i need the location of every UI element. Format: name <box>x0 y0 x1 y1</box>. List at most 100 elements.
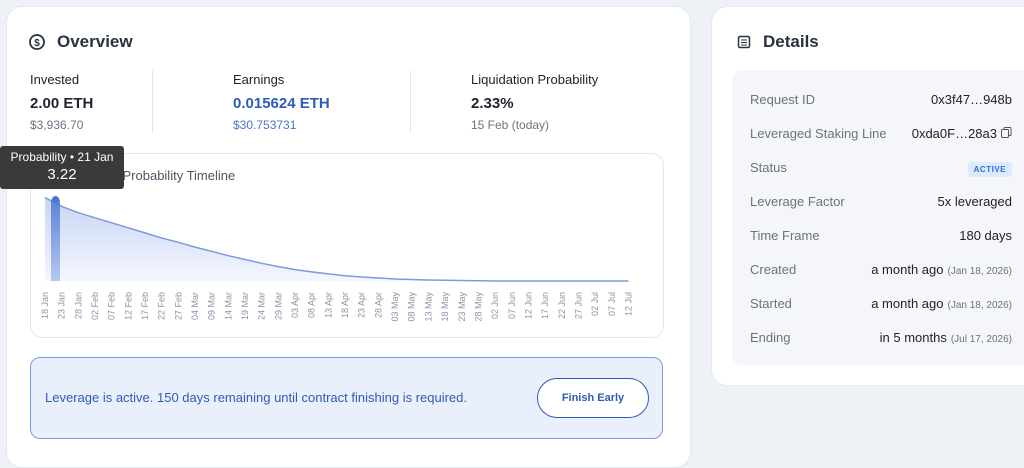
x-tick-label: 07 Feb <box>107 292 117 320</box>
x-tick-label: 19 Mar <box>240 292 250 320</box>
x-tick-label: 02 Jul <box>590 292 600 316</box>
finish-early-button[interactable]: Finish Early <box>537 378 649 418</box>
detail-label: Created <box>750 262 797 277</box>
detail-value: a month ago (Jan 18, 2026) <box>871 296 1012 311</box>
stat-value: 2.33% <box>471 95 514 112</box>
x-tick-label: 12 Jun <box>523 292 533 319</box>
value-text: 0xda0F…28a3 <box>911 126 997 141</box>
x-tick-label: 08 Apr <box>307 292 317 318</box>
detail-value: ACTIVE <box>967 160 1012 177</box>
tooltip-label: Probability • 21 Jan <box>10 150 114 164</box>
detail-row: Leverage Factor 5x leveraged <box>732 192 1024 212</box>
highlight-point <box>52 196 59 204</box>
detail-row: Leveraged Staking Line 0xda0F…28a3 <box>732 124 1024 144</box>
svg-text:$: $ <box>34 38 40 49</box>
x-tick-label: 22 Feb <box>157 292 167 320</box>
detail-row: Status ACTIVE <box>732 158 1024 178</box>
details-icon <box>737 35 751 49</box>
value-note: (Jul 17, 2026) <box>950 334 1012 345</box>
x-tick-label: 23 May <box>457 292 467 322</box>
line <box>44 196 629 282</box>
tooltip: Probability • 21 Jan 3.22 <box>0 146 124 189</box>
area-fill <box>45 197 629 281</box>
x-tick-label: 29 Mar <box>273 292 283 320</box>
banner-text: Leverage is active. 150 days remaining u… <box>45 390 468 405</box>
x-tick-label: 28 Apr <box>373 292 383 318</box>
stat-value: 0.015624 ETH <box>233 95 330 112</box>
highlight-bar <box>51 199 60 281</box>
x-tick-label: 07 Jun <box>507 292 517 319</box>
overview-icon: $ <box>29 34 45 50</box>
value-text: 0x3f47…948b <box>931 92 1012 107</box>
detail-label: Request ID <box>750 92 816 107</box>
stat-sub: $3,936.70 <box>30 118 84 132</box>
detail-row: Started a month ago (Jan 18, 2026) <box>732 294 1024 314</box>
detail-label: Leverage Factor <box>750 194 845 209</box>
x-tick-label: 18 Apr <box>340 292 350 318</box>
x-tick-label: 07 Jul <box>607 292 617 316</box>
detail-value: 0xda0F…28a3 <box>912 126 1012 141</box>
value-note: (Jan 18, 2026) <box>947 266 1013 277</box>
x-tick-label: 08 May <box>407 292 417 322</box>
x-tick-label: 13 May <box>423 292 433 322</box>
detail-label: Leveraged Staking Line <box>750 126 887 141</box>
stat-label: Invested <box>30 72 80 87</box>
x-tick-label: 28 May <box>473 292 483 322</box>
x-tick-label: 03 Apr <box>290 292 300 318</box>
x-tick-label: 22 Jun <box>557 292 567 319</box>
details-panel: Request ID 0x3f47…948b Leveraged Staking L… <box>732 70 1024 365</box>
divider <box>410 70 411 133</box>
detail-label: Status <box>750 160 787 175</box>
x-tick-label: 18 May <box>440 292 450 322</box>
detail-row: Ending in 5 months (Jul 17, 2026) <box>732 328 1024 348</box>
x-tick-label: 12 Feb <box>123 292 133 320</box>
stat-label: Liquidation Probability <box>471 72 599 87</box>
value-text: 180 days <box>959 228 1012 243</box>
x-tick-label: 18 Jan <box>40 292 50 319</box>
detail-value: 0x3f47…948b <box>931 92 1012 107</box>
value-note: (Jan 18, 2026) <box>947 300 1013 311</box>
x-tick-label: 27 Feb <box>173 292 183 320</box>
value-text: a month ago <box>871 296 944 311</box>
chart: 18 Jan 23 Jan 28 Jan 02 Feb 07 Feb 12 Feb 17 F… <box>40 196 633 322</box>
x-tick-label: 17 Feb <box>140 292 150 320</box>
value-text: 5x leveraged <box>937 194 1012 209</box>
x-tick-label: 28 Jan <box>73 292 83 319</box>
page: $ Overview Liquidation Probability Timel… <box>0 6 1024 468</box>
x-tick-label: 24 Mar <box>257 292 267 320</box>
detail-row: Request ID 0x3f47…948b <box>732 90 1024 110</box>
detail-label: Started <box>750 296 792 311</box>
detail-row: Time Frame 180 days <box>732 226 1024 246</box>
x-tick-label: 02 Jun <box>490 292 500 319</box>
divider <box>152 70 153 133</box>
details-title: Details <box>763 32 819 51</box>
x-tick-label: 17 Jun <box>540 292 550 319</box>
x-tick-label: 27 Jun <box>573 292 583 319</box>
stat-sub: $30.753731 <box>233 118 297 132</box>
x-tick-label: 04 Mar <box>190 292 200 320</box>
detail-label: Ending <box>750 330 791 345</box>
status-badge: ACTIVE <box>967 162 1012 177</box>
stat-value: 2.00 ETH <box>30 95 94 112</box>
x-tick-label: 02 Feb <box>90 292 100 320</box>
overview-title: Overview <box>57 32 133 51</box>
x-tick-label: 13 Apr <box>323 292 333 318</box>
copy-icon[interactable] <box>1001 127 1012 138</box>
value-text: in 5 months <box>879 330 947 345</box>
x-tick-label: 12 Jul <box>623 292 633 316</box>
x-tick-label: 23 Jan <box>57 292 67 319</box>
detail-value: in 5 months (Jul 17, 2026) <box>880 330 1012 345</box>
x-tick-label: 09 Mar <box>207 292 217 320</box>
x-tick-label: 03 May <box>390 292 400 322</box>
x-tick-label: 23 Apr <box>357 292 367 318</box>
detail-row: Created a month ago (Jan 18, 2026) <box>732 260 1024 280</box>
detail-value: 5x leveraged <box>938 194 1012 209</box>
x-tick-label: 14 Mar <box>223 292 233 320</box>
stat-label: Earnings <box>233 72 285 87</box>
detail-value: a month ago (Jan 18, 2026) <box>871 262 1012 277</box>
value-text: a month ago <box>871 262 944 277</box>
detail-label: Time Frame <box>750 228 820 243</box>
tooltip-value: 3.22 <box>47 166 77 183</box>
stat-sub: 15 Feb (today) <box>471 118 550 132</box>
detail-value: 180 days <box>959 228 1012 243</box>
